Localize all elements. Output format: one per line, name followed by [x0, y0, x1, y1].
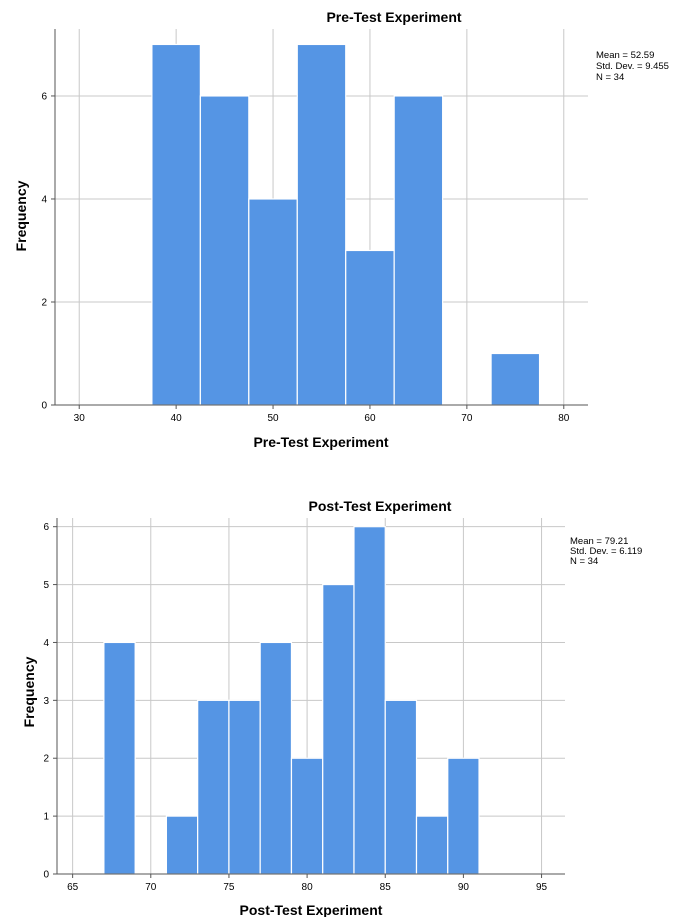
y-tick-label: 3: [43, 696, 49, 707]
x-tick-label: 65: [67, 882, 79, 893]
chart-title: Post-Test Experiment: [309, 498, 452, 514]
x-tick-label: 50: [267, 413, 279, 424]
histogram-bar: [490, 352, 541, 406]
histogram-bar: [199, 95, 250, 406]
histogram-bar: [165, 815, 199, 875]
x-tick-label: 60: [364, 413, 376, 424]
histogram-bar: [322, 583, 355, 875]
y-tick-label: 1: [43, 812, 49, 823]
stat-std-dev: Std. Dev. = 9.455: [596, 61, 669, 72]
x-axis-label: Pre-Test Experiment: [253, 434, 388, 450]
y-tick-label: 5: [43, 580, 49, 591]
histogram-bar: [259, 641, 293, 875]
x-axis-label: Post-Test Experiment: [240, 902, 383, 917]
histogram-bar: [415, 815, 449, 875]
axes: [51, 29, 588, 409]
y-tick-label: 0: [41, 401, 47, 412]
stat-mean: Mean = 79.21: [570, 536, 628, 547]
stats-box: Mean = 79.21 Std. Dev. = 6.119 N = 34: [570, 536, 642, 567]
histogram-bar: [151, 43, 201, 406]
y-tick-label: 4: [43, 638, 49, 649]
y-tick-label: 6: [41, 91, 47, 102]
y-tick-label: 4: [41, 194, 47, 205]
x-tick-label: 85: [380, 882, 392, 893]
stats-box: Mean = 52.59 Std. Dev. = 9.455 N = 34: [596, 50, 669, 83]
y-tick-label: 6: [43, 522, 49, 533]
histogram-bar: [296, 43, 347, 406]
y-tick-labels: 0 2 4 6: [41, 91, 47, 411]
histogram-bar: [197, 699, 230, 875]
x-tick-labels: 30 40 50 60 70 80: [74, 413, 570, 424]
axes: [53, 518, 565, 878]
y-tick-label: 2: [41, 297, 47, 308]
histogram-bar: [228, 699, 261, 875]
x-tick-label: 30: [74, 413, 86, 424]
histogram-bar: [384, 699, 418, 875]
histogram-bar: [103, 641, 136, 875]
pre-test-histogram: Pre-Test Experiment 30 40 50 60 70 80 0 2 4 6 Pr…: [13, 9, 669, 450]
x-tick-label: 95: [536, 882, 548, 893]
stat-mean: Mean = 52.59: [596, 50, 654, 61]
x-tick-label: 75: [223, 882, 235, 893]
post-test-histogram: Post-Test Experiment 65 70 75 80 85 90 95 0123…: [21, 498, 642, 917]
x-tick-label: 90: [458, 882, 470, 893]
y-axis-label: Frequency: [21, 656, 37, 727]
y-tick-label: 2: [43, 754, 49, 765]
histogram-bar: [393, 95, 444, 406]
histogram-bar: [353, 526, 386, 875]
chart-title: Pre-Test Experiment: [326, 9, 461, 25]
bars: [151, 43, 541, 406]
histogram-bar: [345, 249, 395, 406]
histogram-bar: [290, 757, 324, 875]
stat-n: N = 34: [570, 556, 598, 567]
y-tick-labels: 0 1 2 3 4 5 6: [43, 522, 49, 880]
histogram-bar: [248, 198, 298, 406]
stat-std-dev: Std. Dev. = 6.119: [570, 546, 642, 557]
bars: [103, 526, 480, 875]
y-tick-label: 0: [43, 870, 49, 881]
x-tick-label: 70: [461, 413, 473, 424]
histogram-bar: [447, 757, 480, 875]
x-tick-labels: 65 70 75 80 85 90 95: [67, 882, 547, 893]
stat-n: N = 34: [596, 72, 624, 83]
x-tick-label: 70: [145, 882, 157, 893]
x-tick-label: 40: [171, 413, 183, 424]
x-tick-label: 80: [302, 882, 314, 893]
y-axis-label: Frequency: [13, 180, 29, 251]
x-tick-label: 80: [558, 413, 570, 424]
